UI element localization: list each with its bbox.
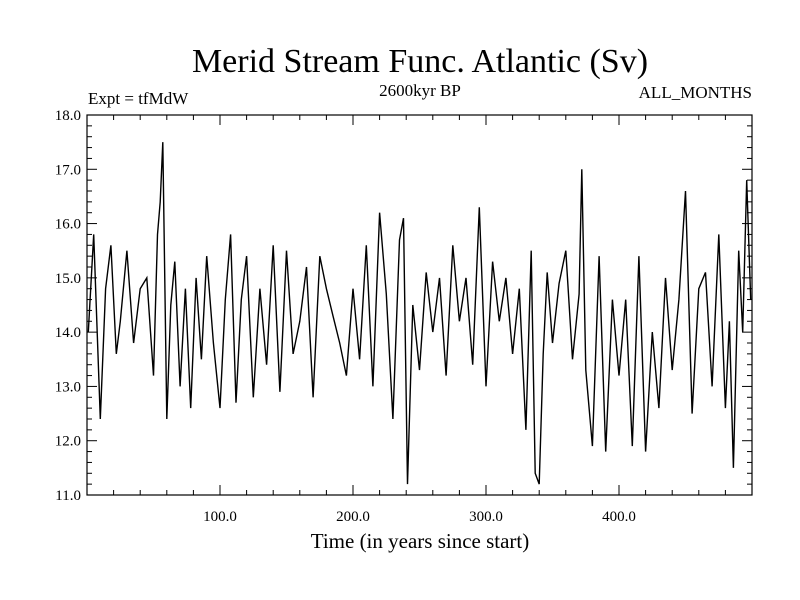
y-tick-label: 16.0 xyxy=(55,217,81,233)
x-tick-label: 200.0 xyxy=(336,509,370,525)
ticks-layer: 11.0 12.0 13.0 14.0 15.0 16.0 17.0 18.0 100.0 200… xyxy=(55,108,752,525)
x-tick-label: 400.0 xyxy=(602,509,636,525)
chart-subtitle-center: 2600kyr BP xyxy=(379,81,461,100)
y-tick-label: 12.0 xyxy=(55,434,81,450)
x-axis-label: Time (in years since start) xyxy=(311,529,530,553)
y-tick-label: 13.0 xyxy=(55,379,81,395)
x-tick-label: 100.0 xyxy=(203,509,237,525)
y-tick-label: 11.0 xyxy=(55,488,81,504)
chart-subtitle-left: Expt = tfMdW xyxy=(88,89,189,108)
plot-frame xyxy=(86,114,753,496)
y-tick-label: 14.0 xyxy=(55,325,81,341)
chart-subtitle-right: ALL_MONTHS xyxy=(639,83,752,102)
y-tick-label: 15.0 xyxy=(55,271,81,287)
y-tick-label: 18.0 xyxy=(55,108,81,124)
chart-title: Merid Stream Func. Atlantic (Sv) xyxy=(192,43,648,80)
x-tick-label: 300.0 xyxy=(469,509,503,525)
series-layer xyxy=(87,142,752,485)
y-tick-label: 17.0 xyxy=(55,162,81,178)
series-line xyxy=(87,142,752,485)
